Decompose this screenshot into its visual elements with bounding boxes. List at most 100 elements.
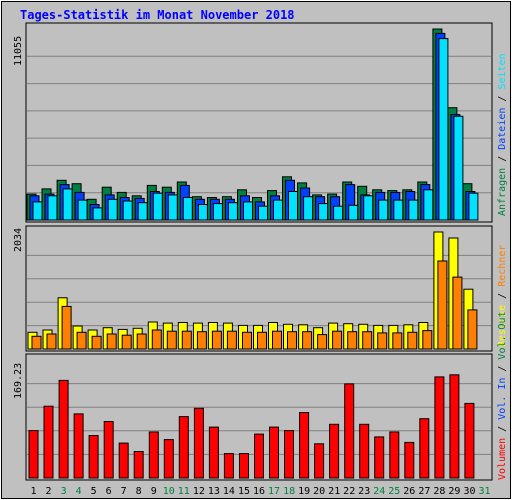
x-tick-label-day-27: 27 <box>418 486 430 497</box>
bar-rechner-day-14 <box>226 330 237 350</box>
bar-rechner-day-17 <box>272 330 282 350</box>
legend-entry: Vol. In <box>497 378 508 420</box>
x-tick-label-day-25: 25 <box>388 486 400 497</box>
legend-entry: Vol. Out <box>497 311 508 359</box>
bar-rechner-day-5 <box>91 335 102 350</box>
bar-seiten-day-24 <box>378 199 389 221</box>
bar-seiten-day-29 <box>453 115 464 221</box>
bar-rechner-day-30 <box>467 309 478 350</box>
x-tick-label-day-4: 4 <box>76 486 82 497</box>
bar-rechner-day-27 <box>422 330 433 350</box>
bar-volumen-day-3 <box>58 379 69 479</box>
bar-volumen-day-8 <box>133 451 144 479</box>
bar-rechner-day-21 <box>332 330 343 350</box>
bar-rechner-day-1 <box>31 335 42 350</box>
bar-rechner-day-18 <box>287 331 297 350</box>
bar-volumen-day-12 <box>193 407 204 479</box>
chart-title: Tages-Statistik im Monat November 2018 <box>20 8 295 22</box>
x-tick-label-day-23: 23 <box>358 486 370 497</box>
bar-seiten-day-30 <box>468 192 479 221</box>
bar-volumen-day-22 <box>344 383 355 479</box>
x-tick-label-day-20: 20 <box>313 486 325 497</box>
x-tick-label-day-19: 19 <box>298 486 310 497</box>
bar-seiten-day-9 <box>152 192 163 221</box>
x-tick-label-day-2: 2 <box>45 486 51 497</box>
bar-seiten-day-4 <box>77 199 88 221</box>
bar-volumen-day-9 <box>148 431 159 479</box>
bar-seiten-day-28 <box>438 38 449 221</box>
bar-seiten-day-10 <box>167 194 178 221</box>
legend-entry: Anfragen <box>497 168 508 216</box>
bar-seiten-day-12 <box>197 204 208 221</box>
bar-seiten-day-8 <box>137 202 148 221</box>
bar-rechner-day-19 <box>302 331 313 350</box>
bar-volumen-day-16 <box>254 433 264 479</box>
bar-volumen-day-4 <box>73 413 84 479</box>
bar-volumen-day-25 <box>389 431 400 479</box>
bar-rechner-day-2 <box>46 333 57 350</box>
legend-entry: Besuche <box>497 305 508 347</box>
bar-rechner-day-15 <box>242 331 252 350</box>
panel-1-bars <box>26 28 479 221</box>
bar-seiten-day-13 <box>212 203 223 221</box>
bar-volumen-day-2 <box>43 405 54 479</box>
legend-entry: Rechner <box>497 245 508 287</box>
bar-rechner-day-3 <box>61 305 72 350</box>
bar-seiten-day-23 <box>363 195 374 221</box>
bar-volumen-day-27 <box>419 418 430 479</box>
bar-volumen-day-24 <box>374 436 385 479</box>
x-axis-day-labels: 1 2 3 4 5 6 7 8 9 10 11 12 13 14 15 16 17 18 19 20 21 22 23 24 2… <box>30 486 490 497</box>
bar-rechner-day-22 <box>347 331 358 350</box>
bar-volumen-day-20 <box>314 443 325 479</box>
bar-seiten-day-19 <box>303 196 314 221</box>
panel-2-ymax-label: 2034 <box>13 228 24 252</box>
x-tick-label-day-12: 12 <box>193 486 205 497</box>
bar-rechner-day-4 <box>76 331 87 350</box>
bar-seiten-day-14 <box>227 202 238 221</box>
panel-3-bars <box>28 374 475 479</box>
x-tick-label-day-30: 30 <box>463 486 475 497</box>
bar-rechner-day-28 <box>437 260 448 350</box>
bar-seiten-day-6 <box>107 198 118 221</box>
panel-2-bars <box>27 231 478 350</box>
bar-seiten-day-3 <box>62 188 73 221</box>
x-tick-label-day-11: 11 <box>178 486 190 497</box>
bar-seiten-day-15 <box>243 201 253 221</box>
bar-volumen-day-15 <box>239 453 249 479</box>
bar-volumen-day-10 <box>163 439 174 479</box>
x-tick-label-day-28: 28 <box>433 486 445 497</box>
x-tick-label-day-31: 31 <box>478 486 490 497</box>
bar-rechner-day-7 <box>121 334 132 350</box>
bar-volumen-day-23 <box>359 423 370 479</box>
x-tick-label-day-22: 22 <box>343 486 355 497</box>
panel-3-legend: Volumen / Vol. In / Vol. Out <box>497 311 508 480</box>
bar-volumen-day-18 <box>284 430 294 479</box>
x-tick-label-day-18: 18 <box>283 486 295 497</box>
x-tick-label-day-10: 10 <box>163 486 175 497</box>
bar-rechner-day-16 <box>257 331 267 350</box>
legend-entry: Dateien <box>497 108 508 150</box>
bar-seiten-day-20 <box>318 203 329 221</box>
panel-3-plot-area <box>25 353 493 481</box>
bar-rechner-day-10 <box>166 330 177 350</box>
legend-entry: Volumen <box>497 438 508 480</box>
bar-seiten-day-27 <box>423 189 434 221</box>
x-tick-label-day-21: 21 <box>328 486 340 497</box>
bar-rechner-day-11 <box>181 330 192 350</box>
x-tick-label-day-9: 9 <box>151 486 157 497</box>
x-tick-label-day-3: 3 <box>61 486 67 497</box>
bar-volumen-day-26 <box>404 441 415 479</box>
bar-seiten-day-1 <box>32 201 43 221</box>
bar-volumen-day-29 <box>449 374 460 479</box>
x-tick-label-day-13: 13 <box>208 486 220 497</box>
bar-volumen-day-11 <box>178 416 189 479</box>
bar-seiten-day-26 <box>408 199 419 221</box>
x-tick-label-day-7: 7 <box>121 486 127 497</box>
bar-seiten-day-18 <box>288 191 298 221</box>
x-tick-label-day-5: 5 <box>91 486 97 497</box>
bar-rechner-day-13 <box>211 330 222 350</box>
bar-volumen-day-7 <box>118 442 129 479</box>
x-tick-label-day-17: 17 <box>268 486 280 497</box>
bar-volumen-day-28 <box>434 376 445 479</box>
